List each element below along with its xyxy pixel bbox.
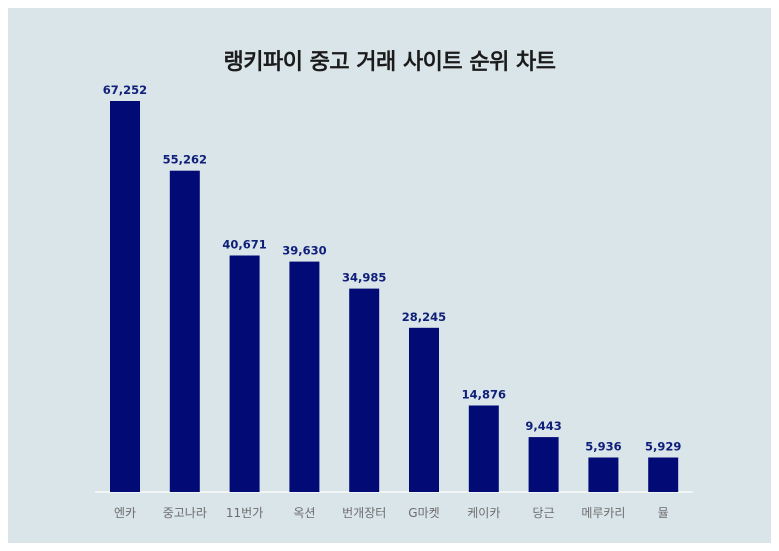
bar-7 <box>528 437 559 492</box>
category-label-7: 당근 <box>533 506 555 520</box>
chart-frame: 랭키파이 중고 거래 사이트 순위 차트 67,252 엔카 55,262 중고나라 4… <box>8 8 771 543</box>
value-label-4: 34,985 <box>342 271 386 285</box>
value-label-2: 40,671 <box>222 238 266 252</box>
value-label-3: 39,630 <box>282 244 326 258</box>
bar-9 <box>648 457 679 492</box>
bar-3 <box>289 261 320 492</box>
bar-5 <box>409 327 439 492</box>
category-label-4: 번개장터 <box>342 506 386 520</box>
value-label-7: 9,443 <box>525 419 561 433</box>
value-label-1: 55,262 <box>163 153 207 167</box>
bar-4 <box>349 288 380 492</box>
value-label-5: 28,245 <box>402 310 446 324</box>
category-label-1: 중고나라 <box>163 506 207 520</box>
category-label-5: G마켓 <box>408 506 439 520</box>
category-label-2: 11번가 <box>226 506 263 520</box>
value-label-6: 14,876 <box>462 388 506 402</box>
bar-2 <box>229 255 260 492</box>
value-label-8: 5,936 <box>585 440 621 454</box>
bar-chart: 67,252 엔카 55,262 중고나라 40,671 11번가 39,630 옥션 34,9… <box>95 83 693 520</box>
value-label-0: 67,252 <box>103 83 147 97</box>
category-label-8: 메루카리 <box>581 506 625 520</box>
category-label-6: 케이카 <box>467 506 500 520</box>
bar-1 <box>169 170 200 492</box>
category-label-0: 엔카 <box>114 506 136 520</box>
chart-title: 랭키파이 중고 거래 사이트 순위 차트 <box>223 50 556 75</box>
category-label-9: 뮬 <box>658 506 669 520</box>
bar-6 <box>468 405 499 492</box>
bar-8 <box>588 457 619 492</box>
value-label-9: 5,929 <box>645 440 681 454</box>
category-label-3: 옥션 <box>293 506 315 520</box>
bar-0 <box>110 101 140 492</box>
